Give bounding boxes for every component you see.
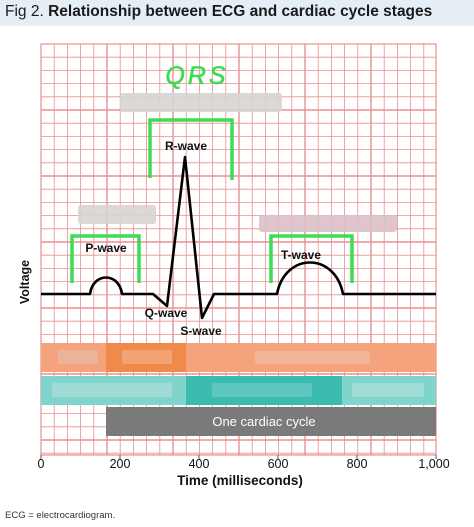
- bracket-t: [269, 234, 354, 283]
- handwritten-qrs: QRS: [165, 62, 228, 90]
- label-t-wave: T-wave: [281, 248, 321, 262]
- x-tick-label: 1,000: [418, 457, 449, 471]
- hidden-label-ventricular-2: [212, 383, 312, 397]
- x-tick-label: 800: [347, 457, 368, 471]
- hidden-label-ventricular-3: [352, 383, 424, 397]
- hidden-label-ventricular-1: [52, 383, 172, 397]
- figure-title: Fig 2. Relationship between ECG and card…: [5, 3, 432, 21]
- x-tick-label: 0: [38, 457, 45, 471]
- y-axis-label: Voltage: [18, 260, 32, 304]
- bracket-qrs: [148, 118, 234, 180]
- figure-title-text: Relationship between ECG and cardiac cyc…: [48, 3, 433, 20]
- x-tick-label: 600: [268, 457, 289, 471]
- label-r-wave: R-wave: [165, 139, 207, 153]
- label-s-wave: S-wave: [180, 324, 222, 338]
- x-tick-label: 200: [110, 457, 131, 471]
- hidden-label-t: [259, 215, 397, 232]
- figure-header: Fig 2. Relationship between ECG and card…: [0, 0, 474, 26]
- hidden-label-atrial-3: [255, 351, 370, 364]
- hidden-label-qrs: [120, 93, 282, 112]
- hidden-label-atrial-2: [122, 350, 172, 364]
- ecg-trace: [41, 155, 436, 320]
- cardiac-cycle-label: One cardiac cycle: [212, 414, 315, 429]
- cardiac-cycle-bar: [106, 407, 436, 436]
- x-axis-ticks: 0 200 400 600 800 1,000: [38, 455, 450, 471]
- hidden-label-p: [78, 205, 156, 224]
- bracket-p: [70, 234, 141, 283]
- footnote: ECG = electrocardiogram.: [5, 510, 116, 521]
- x-tick-label: 400: [189, 457, 210, 471]
- figure-label: Fig 2.: [5, 3, 44, 20]
- hidden-label-atrial-1: [58, 350, 98, 364]
- label-q-wave: Q-wave: [145, 306, 188, 320]
- x-axis-label: Time (milliseconds): [177, 473, 303, 488]
- label-p-wave: P-wave: [85, 241, 127, 255]
